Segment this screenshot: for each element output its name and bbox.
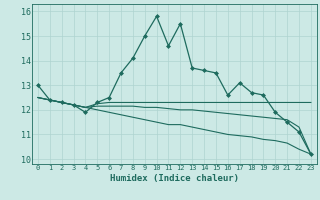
X-axis label: Humidex (Indice chaleur): Humidex (Indice chaleur) bbox=[110, 174, 239, 183]
